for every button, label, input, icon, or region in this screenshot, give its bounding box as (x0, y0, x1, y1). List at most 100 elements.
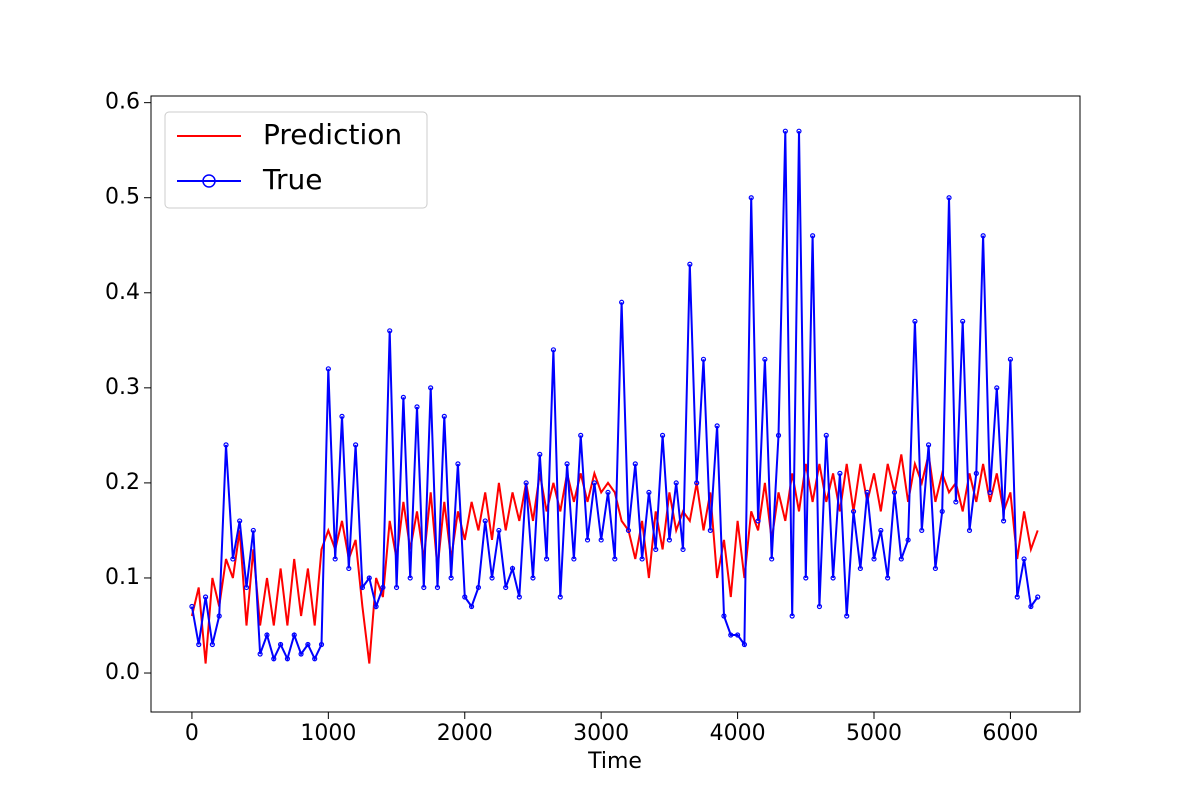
data-line (190, 454, 1039, 664)
data-point (844, 613, 850, 619)
legend-label: True (262, 163, 322, 196)
data-point (591, 480, 597, 486)
series (189, 128, 1041, 662)
data-point (298, 651, 304, 657)
data-point (537, 451, 543, 457)
data-point (544, 556, 550, 562)
data-point (448, 575, 454, 581)
data-point (966, 527, 973, 534)
y-tick-label: 0.0 (105, 660, 140, 685)
data-point (891, 489, 898, 496)
data-point (905, 537, 911, 543)
data-point (1028, 603, 1034, 610)
data-point (223, 442, 229, 448)
data-point (734, 632, 741, 638)
data-point (414, 404, 420, 410)
data-point (830, 575, 836, 581)
data-point (359, 584, 366, 591)
data-point (639, 556, 645, 562)
data-point (277, 641, 284, 648)
y-tick-label: 0.5 (105, 185, 140, 210)
data-point (857, 565, 863, 572)
data-point (516, 594, 522, 600)
x-axis-label: Time (587, 749, 642, 774)
data-point (946, 195, 952, 201)
data-point (973, 470, 979, 476)
data-point (850, 508, 857, 515)
data-point (1035, 594, 1041, 600)
data-point (237, 518, 243, 524)
data-point (960, 318, 966, 324)
data-point (837, 470, 843, 476)
data-point (721, 613, 727, 619)
data-point (428, 385, 434, 391)
data-point (202, 594, 209, 600)
legend-marker (202, 174, 216, 188)
data-point (919, 527, 925, 534)
data-point (318, 641, 325, 648)
data-point (550, 347, 557, 353)
x-tick-label: 3000 (573, 721, 629, 746)
data-point (584, 537, 591, 543)
data-point (455, 461, 461, 467)
data-point (509, 565, 516, 572)
data-point (810, 233, 816, 239)
data-point (775, 432, 782, 438)
legend-label: Prediction (263, 118, 402, 151)
data-point (441, 413, 447, 419)
series (190, 454, 1039, 664)
data-point (462, 594, 468, 600)
y-tick-label: 0.1 (105, 565, 140, 590)
data-point (762, 356, 768, 362)
data-point (741, 641, 748, 648)
data-point (196, 641, 202, 648)
data-point (325, 366, 331, 372)
data-point (305, 641, 311, 648)
data-point (312, 656, 318, 662)
data-point (366, 575, 372, 581)
data-point (353, 442, 359, 448)
data-point (714, 423, 720, 429)
data-point (346, 565, 352, 572)
data-point (332, 556, 338, 562)
data-point (400, 394, 406, 400)
data-point (1001, 518, 1007, 524)
data-point (612, 556, 618, 562)
data-point (782, 128, 788, 134)
data-point (728, 632, 734, 638)
x-tick-label: 1000 (300, 721, 356, 746)
data-point (898, 556, 904, 562)
data-point (653, 546, 659, 553)
y-tick-label: 0.2 (105, 470, 140, 495)
data-point (994, 385, 1000, 391)
data-point (953, 499, 959, 505)
data-point (680, 546, 686, 553)
data-point (632, 461, 638, 467)
data-point (619, 299, 625, 305)
data-point (264, 632, 270, 638)
data-point (482, 518, 488, 524)
data-point (243, 584, 250, 591)
data-point (564, 461, 570, 467)
data-point (250, 527, 256, 534)
data-point (673, 480, 679, 486)
data-point (284, 656, 291, 662)
data-point (878, 527, 884, 534)
data-point (625, 527, 632, 534)
data-point (939, 508, 945, 515)
data-point (816, 603, 823, 610)
data-point (468, 603, 475, 610)
x-tick-label: 2000 (437, 721, 493, 746)
data-point (571, 556, 577, 562)
data-point (257, 651, 263, 657)
data-point (503, 584, 509, 591)
data-point (421, 584, 427, 591)
y-tick-label: 0.4 (105, 280, 140, 305)
data-point (189, 603, 195, 610)
data-point (823, 432, 829, 438)
x-tick-label: 5000 (846, 721, 902, 746)
data-point (380, 584, 386, 591)
data-point (796, 128, 802, 134)
data-point (666, 537, 672, 543)
